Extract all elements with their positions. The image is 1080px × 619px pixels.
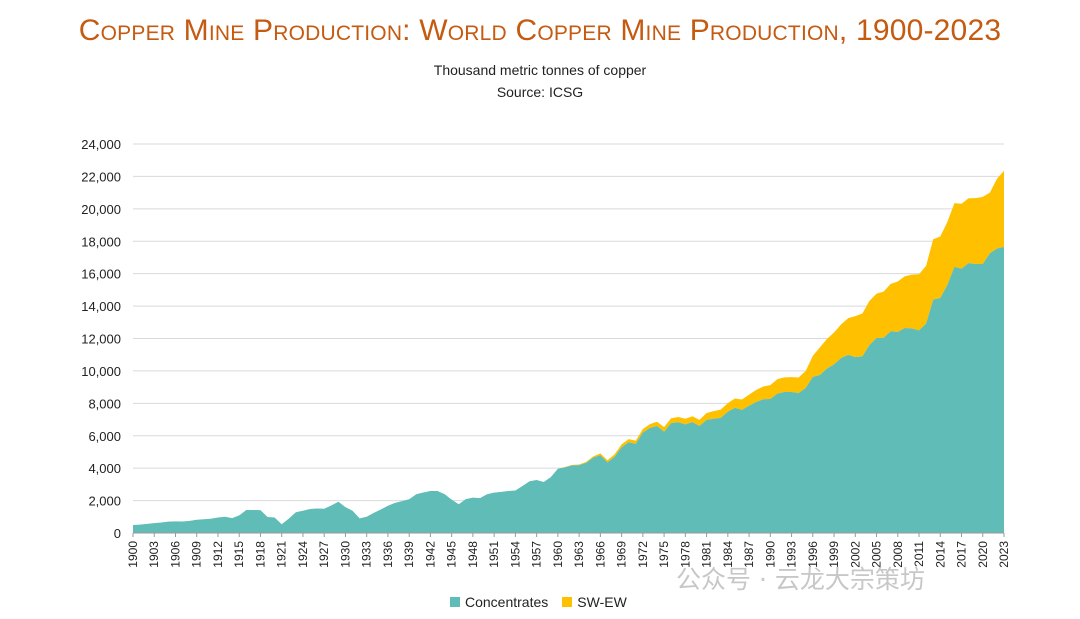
legend: Concentrates SW-EW: [450, 594, 641, 610]
y-tick-label: 12,000: [81, 332, 121, 347]
y-tick-label: 18,000: [81, 234, 121, 249]
legend-label-swew: SW-EW: [577, 594, 627, 610]
x-tick-label: 1996: [806, 541, 820, 568]
x-tick-label: 1981: [700, 541, 714, 568]
x-tick-label: 1903: [147, 541, 161, 568]
legend-item-swew: SW-EW: [562, 594, 627, 610]
x-tick-label: 1984: [721, 541, 735, 568]
x-tick-label: 1975: [657, 541, 671, 568]
chart-source: Source: ICSG: [496, 84, 584, 100]
x-tick-label: 2005: [870, 541, 884, 568]
y-tick-label: 14,000: [81, 299, 121, 314]
x-tick-label: 1951: [487, 541, 501, 568]
area-series: [133, 170, 1004, 534]
chart-subtitle: Thousand metric tonnes of copper: [433, 62, 647, 78]
y-tick-label: 16,000: [81, 267, 121, 282]
legend-swatch-swew: [562, 597, 573, 607]
x-tick-label: 1939: [402, 541, 416, 568]
x-tick-label: 1948: [466, 541, 480, 568]
x-tick-label: 1999: [827, 541, 841, 568]
x-tick-label: 1945: [445, 541, 459, 568]
x-tick-label: 1942: [423, 541, 437, 568]
y-tick-label: 8,000: [88, 396, 121, 411]
x-tick-label: 1963: [572, 541, 586, 568]
x-tick-label: 1906: [168, 541, 182, 568]
x-tick-label: 1936: [381, 541, 395, 568]
y-tick-label: 24,000: [81, 137, 121, 152]
x-tick-label: 1909: [190, 541, 204, 568]
y-tick-label: 10,000: [81, 364, 121, 379]
y-tick-label: 20,000: [81, 202, 121, 217]
x-tick-label: 2014: [933, 541, 947, 568]
y-tick-label: 2,000: [88, 494, 121, 509]
x-tick-label: 1969: [615, 541, 629, 568]
y-axis-ticks: 0 2,000 4,000 6,000 8,000 10,000 12,000 14,000 1…: [81, 137, 121, 541]
x-tick-label: 2023: [997, 541, 1011, 568]
legend-swatch-concentrates: [450, 597, 460, 607]
y-tick-label: 0: [114, 526, 121, 541]
series-area-swew: [133, 170, 1004, 525]
legend-label-concentrates: Concentrates: [465, 594, 549, 610]
x-tick-label: 1954: [508, 541, 522, 568]
y-tick-label: 6,000: [88, 429, 121, 444]
series-area-concentrates: [133, 246, 1004, 534]
y-tick-label: 22,000: [81, 169, 121, 184]
x-tick-label: 1900: [126, 541, 140, 568]
x-tick-label: 1927: [317, 541, 331, 568]
x-tick-label: 1978: [678, 541, 692, 568]
x-tick-label: 1972: [636, 541, 650, 568]
x-tick-label: 2008: [891, 541, 905, 568]
x-tick-label: 1993: [785, 541, 799, 568]
x-tick-label: 1987: [742, 541, 756, 568]
x-tick-label: 1921: [275, 541, 289, 568]
x-axis-ticks: 1900 1903 1906 1909 1912 1915 1918 1921 1924 1927…: [126, 533, 1011, 568]
x-tick-label: 1960: [551, 541, 565, 568]
watermark: 公众号 · 云龙大宗策坊: [676, 565, 925, 594]
x-tick-label: 1966: [593, 541, 607, 568]
x-tick-label: 1915: [232, 541, 246, 568]
x-tick-label: 1918: [253, 541, 267, 568]
legend-item-concentrates: Concentrates: [450, 594, 548, 610]
x-tick-label: 1933: [360, 541, 374, 568]
x-tick-label: 1912: [211, 541, 225, 568]
x-tick-label: 2011: [912, 541, 926, 567]
x-tick-label: 1990: [763, 541, 777, 568]
x-tick-label: 2020: [976, 541, 990, 568]
x-tick-label: 2017: [955, 541, 969, 568]
x-tick-label: 1930: [338, 541, 352, 568]
y-tick-label: 4,000: [88, 461, 121, 476]
x-tick-label: 2002: [848, 541, 862, 568]
chart-title: Copper Mine Production: World Copper Min…: [78, 14, 1002, 47]
x-tick-label: 1924: [296, 541, 310, 568]
x-tick-label: 1957: [530, 541, 544, 568]
